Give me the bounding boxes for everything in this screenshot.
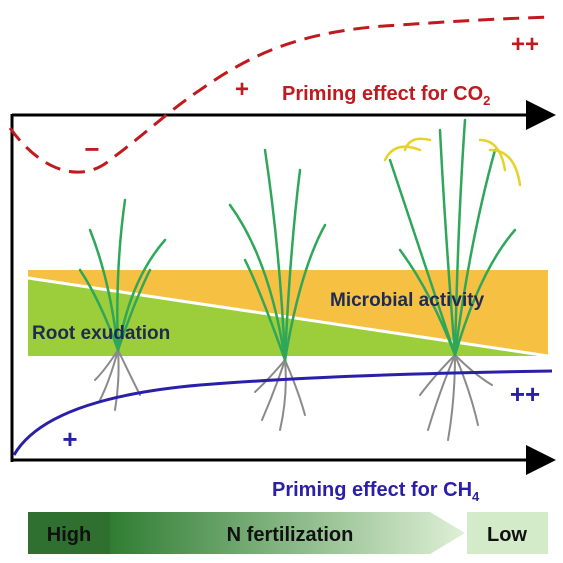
root-label: Root exudation [32, 323, 170, 344]
page: ++ + − Priming effect for CO2 Microbial … [0, 0, 563, 563]
co2-mark: + [235, 76, 249, 103]
ch4-mark: ++ [510, 379, 540, 409]
low-label: Low [487, 524, 527, 546]
ch4-mark: + [62, 424, 77, 454]
high-label: High [47, 524, 91, 546]
fertilization-label: N fertilization [227, 524, 354, 546]
microbial-label: Microbial activity [330, 290, 485, 311]
ch4-label: Priming effect for CH4 [272, 479, 480, 504]
co2-mark: − [84, 134, 99, 164]
co2-mark: ++ [511, 31, 539, 58]
diagram: ++ + − Priming effect for CO2 Microbial … [0, 0, 563, 563]
co2-label: Priming effect for CO2 [282, 83, 490, 108]
